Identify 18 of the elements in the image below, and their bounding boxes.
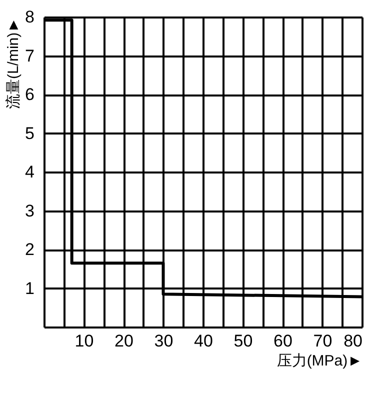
- x-tick-label: 40: [194, 332, 213, 350]
- y-tick-label: 1: [25, 278, 34, 298]
- y-tick-label: 8: [25, 8, 34, 26]
- y-tick-label: 5: [25, 124, 34, 143]
- y-tick-label: 3: [25, 201, 34, 220]
- x-tick-label: 70: [313, 332, 332, 350]
- x-tick-label: 10: [74, 332, 94, 350]
- y-tick-label: 2: [25, 240, 34, 259]
- y-tick-label: 6: [25, 85, 34, 104]
- x-tick-label: 60: [274, 332, 292, 350]
- x-tick-label: 30: [154, 332, 174, 350]
- x-tick-label: 80: [344, 332, 362, 350]
- x-tick-label: 50: [234, 332, 253, 350]
- y-tick-label: 7: [25, 46, 34, 66]
- x-tick-label: 20: [114, 332, 134, 350]
- x-axis-title: 压力(MPa)►: [276, 352, 362, 370]
- y-tick-label: 4: [25, 162, 34, 182]
- y-axis-title: 流量(L/min)►: [5, 18, 22, 110]
